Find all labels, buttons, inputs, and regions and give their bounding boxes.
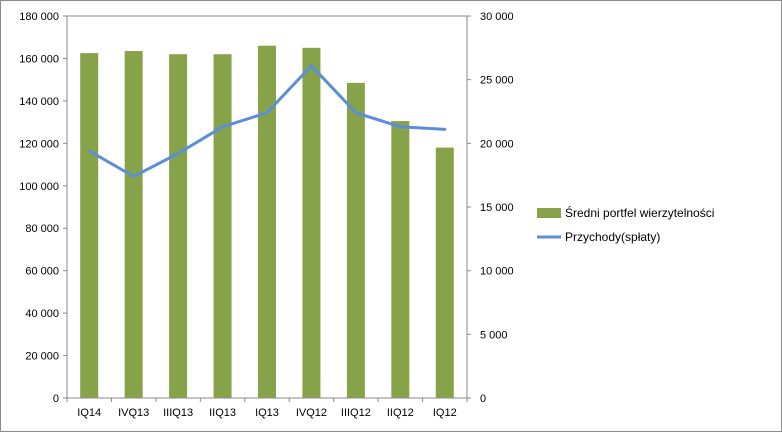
legend-label-line: Przychody(spłaty) [565,230,660,244]
left-tick-label: 80 000 [25,223,59,235]
x-tick-label: IIQ12 [387,407,414,419]
x-tick-label: IVQ12 [296,407,327,419]
bar-iiiq12 [347,83,365,398]
left-tick-label: 120 000 [19,138,59,150]
bar-iiiq13 [169,54,187,398]
legend-swatch-bar [537,208,561,218]
left-tick-label: 20 000 [25,351,59,363]
right-tick-label: 0 [480,393,486,405]
x-tick-label: IQ14 [77,407,101,419]
x-tick-label: IIIQ13 [163,407,193,419]
legend-label-bar: Średni portfel wierzytelności [565,205,714,220]
x-tick-label: IIQ13 [209,407,236,419]
x-tick-label: IQ12 [433,407,457,419]
right-tick-label: 30 000 [480,11,514,23]
x-tick-label: IQ13 [255,407,279,419]
left-tick-label: 140 000 [19,96,59,108]
left-tick-label: 40 000 [25,308,59,320]
bar-iq14 [80,53,98,398]
right-tick-label: 5 000 [480,329,508,341]
left-tick-label: 160 000 [19,53,59,65]
right-tick-label: 15 000 [480,202,514,214]
bar-iq12 [436,148,454,398]
bar-ivq13 [125,51,143,398]
right-tick-label: 10 000 [480,266,514,278]
right-tick-label: 25 000 [480,75,514,87]
bar-iiq12 [391,121,409,398]
right-tick-label: 20 000 [480,138,514,150]
bar-ivq12 [302,48,320,398]
left-tick-label: 100 000 [19,181,59,193]
x-tick-label: IIIQ12 [341,407,371,419]
bar-iq13 [258,46,276,398]
left-tick-label: 0 [53,393,59,405]
left-tick-label: 60 000 [25,266,59,278]
bar-iiq13 [214,54,232,398]
x-tick-label: IVQ13 [118,407,149,419]
left-tick-label: 180 000 [19,11,59,23]
